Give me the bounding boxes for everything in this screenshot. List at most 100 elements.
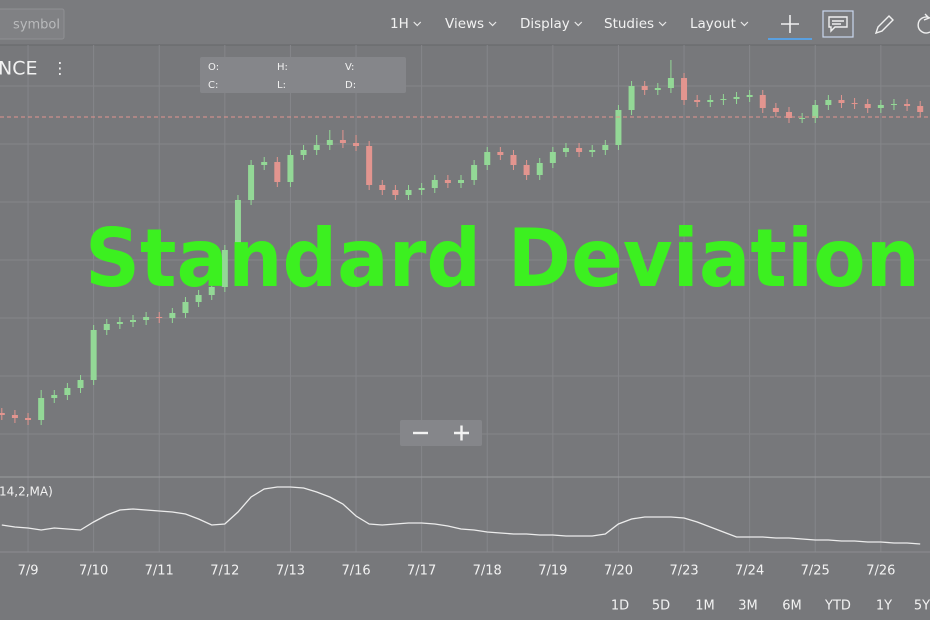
x-tick-label: 7/16 (341, 564, 370, 579)
x-tick-label: 7/17 (407, 564, 436, 579)
candle-body (746, 95, 753, 97)
range-button[interactable]: 1Y (876, 599, 892, 614)
candle-body (799, 118, 806, 119)
candle-body (576, 148, 583, 152)
symbol-input[interactable] (0, 8, 65, 40)
x-tick-label: 7/9 (18, 564, 39, 579)
x-tick-label: 7/23 (669, 564, 698, 579)
menu-item[interactable]: Views (445, 16, 484, 32)
candle-body (405, 190, 412, 195)
candle-body (38, 398, 45, 420)
x-tick-label: 7/13 (276, 564, 305, 579)
candle-body (392, 190, 399, 195)
candle-body (261, 162, 268, 165)
range-button[interactable]: 5Y (914, 599, 930, 614)
candle-body (877, 105, 884, 108)
candle-body (221, 250, 228, 287)
candle-body (562, 148, 569, 152)
candle-body (274, 162, 281, 182)
candle-body (116, 322, 123, 324)
candle-body (103, 324, 110, 330)
candle-body (497, 152, 504, 155)
range-button[interactable]: 1D (611, 599, 629, 614)
candle-body (536, 163, 543, 175)
candle-body (300, 150, 307, 155)
zoom-in[interactable] (454, 425, 469, 441)
symbol-menu[interactable]: ⋮ (52, 59, 68, 78)
x-tick-label: 7/12 (210, 564, 239, 579)
ohlc-label: L: (277, 80, 286, 91)
candle-body (11, 415, 18, 418)
range-button[interactable]: 5D (652, 599, 670, 614)
candle-body (471, 165, 478, 180)
candle-body (681, 78, 688, 100)
candle-body (667, 78, 674, 88)
menu-bar: 1H Views Display Studies Layout (390, 16, 749, 32)
candle-body (549, 152, 556, 163)
candle-body (838, 100, 845, 103)
candle-body (195, 295, 202, 302)
candle-body (654, 88, 661, 90)
search-placeholder: symbol (13, 18, 60, 33)
comment-icon (828, 16, 848, 33)
candle-body (379, 185, 386, 190)
candle-body (812, 105, 819, 118)
range-button[interactable]: 3M (738, 599, 758, 614)
candle-body (589, 150, 596, 152)
candle-body (169, 313, 176, 318)
menu-chevron (658, 21, 667, 27)
candle-body (156, 317, 163, 318)
x-tick-label: 7/25 (801, 564, 830, 579)
candle-body (77, 380, 84, 388)
menu-item[interactable]: Studies (604, 16, 654, 32)
x-tick-label: 7/18 (473, 564, 502, 579)
zoom-control (400, 420, 482, 446)
indicator-line (1, 486, 921, 545)
candle-body (720, 99, 727, 100)
toolbar (0, 0, 930, 45)
candle-body (628, 86, 635, 110)
refresh-button[interactable] (917, 13, 930, 34)
menu-item[interactable]: 1H (390, 16, 409, 32)
candle-body (772, 108, 779, 112)
range-button[interactable]: YTD (824, 599, 851, 614)
candle-body (759, 95, 766, 108)
range-button[interactable]: 6M (782, 599, 802, 614)
candle-body (484, 152, 491, 165)
ohlc-label: H: (277, 62, 288, 73)
menu-item[interactable]: Layout (690, 16, 736, 32)
candle-body (615, 110, 622, 145)
candle-body (51, 395, 58, 398)
draw-button[interactable] (874, 15, 894, 35)
candle-body (864, 104, 871, 108)
candle-body (890, 104, 897, 105)
candle-body (904, 104, 911, 106)
candle-body (825, 100, 832, 105)
candle-body (143, 317, 150, 320)
candle-body (418, 188, 425, 190)
candle-body (208, 287, 215, 295)
x-tick-label: 7/11 (145, 564, 174, 579)
candle-body (694, 100, 701, 102)
candle-body (523, 165, 530, 175)
x-tick-label: 7/24 (735, 564, 764, 579)
menu-chevron (488, 21, 497, 27)
range-button[interactable]: 1M (695, 599, 715, 614)
ohlc-label: C: (208, 80, 218, 91)
menu-item[interactable]: Display (520, 16, 570, 32)
ohlc-label: O: (208, 62, 219, 73)
comment-button[interactable] (822, 10, 854, 38)
menu-chevron (413, 21, 422, 27)
crosshair-button[interactable] (781, 15, 799, 33)
candle-body (707, 100, 714, 102)
candle-body (353, 143, 360, 146)
candle-body (851, 103, 858, 104)
overlay-title: Standard Deviation (85, 212, 920, 305)
candle-body (510, 155, 517, 165)
ohlc-label: D: (345, 80, 356, 91)
x-tick-label: 7/10 (79, 564, 108, 579)
candle-body (0, 413, 5, 415)
candle-body (248, 165, 255, 200)
candle-body (90, 330, 97, 380)
